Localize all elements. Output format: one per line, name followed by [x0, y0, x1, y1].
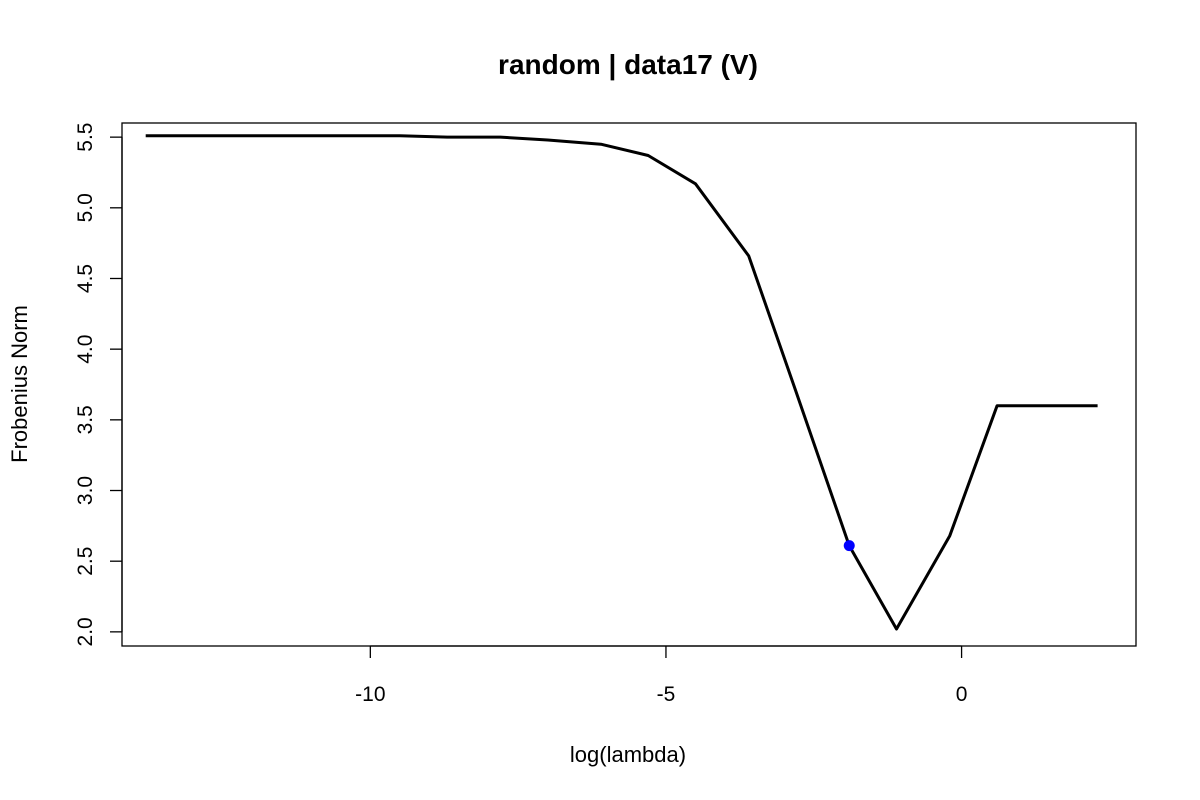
y-axis: 2.0 2.5 3.0 3.5 4.0 4.5 5.0 5.5 [74, 123, 123, 646]
y-tick-label: 4.0 [74, 335, 97, 364]
x-tick-label: 0 [956, 683, 968, 706]
x-axis: -10 -5 0 [355, 645, 968, 706]
series-layer [145, 134, 1098, 631]
chart-title: random | data17 (V) [498, 49, 758, 80]
plot-frame [121, 122, 1137, 647]
y-axis-label: Frobenius Norm [7, 305, 32, 463]
x-axis-label: log(lambda) [570, 742, 686, 767]
x-tick-label: -5 [657, 683, 676, 706]
y-tick-label: 3.0 [74, 476, 97, 505]
y-tick-label: 3.5 [74, 405, 97, 434]
y-tick-label: 5.5 [74, 123, 97, 152]
y-tick-label: 5.0 [74, 193, 97, 222]
y-tick-label: 2.5 [74, 547, 97, 576]
series-line [145, 134, 1098, 631]
y-tick-label: 2.0 [74, 617, 97, 646]
x-tick-label: -10 [355, 683, 385, 706]
highlight-point [843, 540, 855, 552]
y-tick-label: 4.5 [74, 264, 97, 293]
